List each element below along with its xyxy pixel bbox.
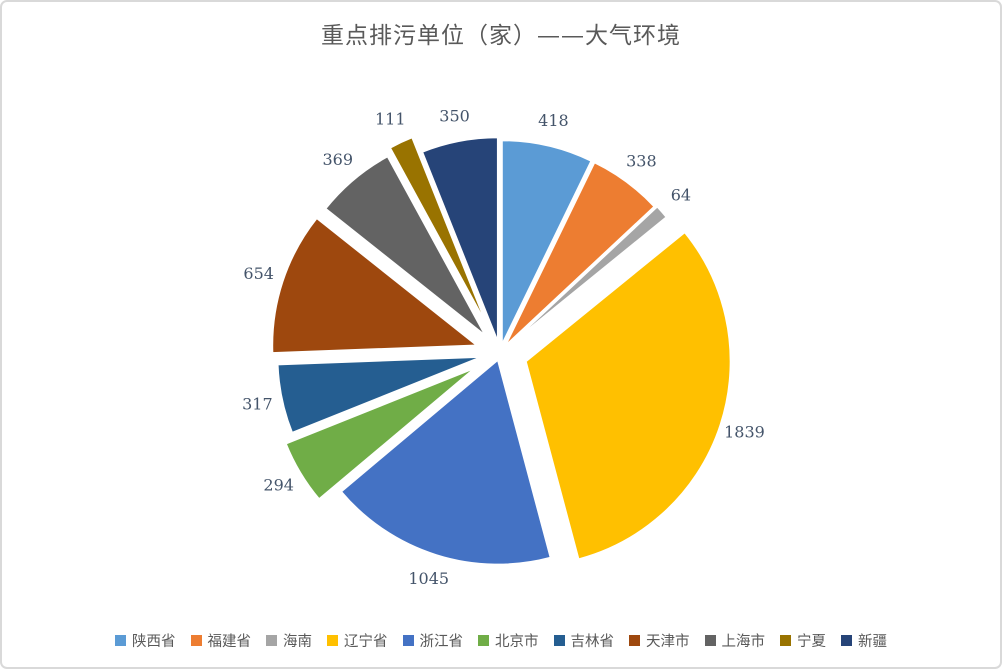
legend-swatch-shanghai [704,635,716,646]
legend-swatch-xinjiang [841,635,852,646]
data-label-hainan: 64 [671,185,691,204]
legend-swatch-beijing [478,635,489,646]
legend-item-shaanxi[interactable]: 陕西省 [115,630,176,651]
chart-title: 重点排污单位（家）——大气环境 [321,23,681,49]
legend-label-zhejiang: 浙江省 [419,634,464,650]
legend-swatch-zhejiang [402,635,414,646]
data-label-zhejiang: 1045 [408,569,449,588]
data-label-xinjiang: 350 [439,106,470,125]
legend-label-ningxia: 宁夏 [797,634,826,650]
legend-label-shaanxi: 陕西省 [132,634,176,650]
data-label-beijing: 294 [263,476,294,495]
pie-slice-xinjiang[interactable] [421,136,499,344]
legend-item-ningxia[interactable]: 宁夏 [780,630,826,651]
legend-item-xinjiang[interactable]: 新疆 [841,630,887,651]
legend-label-xinjiang: 新疆 [858,634,887,650]
legend-label-tianjin: 天津市 [646,634,690,650]
pie-slice-zhejiang[interactable] [339,358,552,566]
data-label-shaanxi: 418 [538,111,569,130]
data-label-ningxia: 111 [375,110,406,129]
legend-item-liaoning[interactable]: 辽宁省 [327,630,388,651]
legend-item-beijing[interactable]: 北京市 [478,630,539,651]
legend-swatch-tianjin [629,635,640,646]
legend-swatch-liaoning [327,635,338,646]
pie-slice-tianjin[interactable] [271,216,479,355]
legend-item-tianjin[interactable]: 天津市 [629,630,690,651]
data-label-liaoning: 1839 [724,422,765,441]
pie-slice-fujian[interactable] [503,161,656,348]
pie-slice-ningxia[interactable] [388,136,490,329]
data-label-shanghai: 369 [323,150,354,169]
legend-swatch-jilin [553,635,565,646]
legend-label-hainan: 海南 [283,634,312,650]
data-label-jilin: 317 [242,394,273,413]
legend-label-shanghai: 上海市 [721,634,766,650]
legend-item-jilin[interactable]: 吉林省 [553,630,615,651]
pie-slice-beijing[interactable] [284,366,477,501]
legend-item-zhejiang[interactable]: 浙江省 [402,630,464,651]
legend-item-shanghai[interactable]: 上海市 [704,630,766,651]
pie-slice-shaanxi[interactable] [500,139,593,347]
legend-label-fujian: 福建省 [207,634,252,650]
legend-label-beijing: 北京市 [495,634,539,650]
pie-slice-jilin[interactable] [276,355,484,434]
legend-swatch-ningxia [780,635,791,646]
legend-swatch-shaanxi [115,635,126,646]
pie-slice-hainan[interactable] [506,205,668,348]
legend-label-liaoning: 辽宁省 [344,634,388,650]
legend-swatch-hainan [266,635,277,646]
pie-slice-shanghai[interactable] [324,155,487,338]
pie-slice-liaoning[interactable] [524,231,732,561]
legend-item-fujian[interactable]: 福建省 [190,630,252,651]
legend-swatch-fujian [190,635,202,646]
legend-label-jilin: 吉林省 [570,634,615,650]
legend-item-hainan[interactable]: 海南 [266,630,312,651]
chart-legend: 陕西省 福建省 海南 辽宁省 浙江省 北京市 吉林省 天津市 上海市 宁夏 新疆 [0,630,1002,651]
data-label-fujian: 338 [626,152,657,171]
data-label-tianjin: 654 [243,264,274,283]
